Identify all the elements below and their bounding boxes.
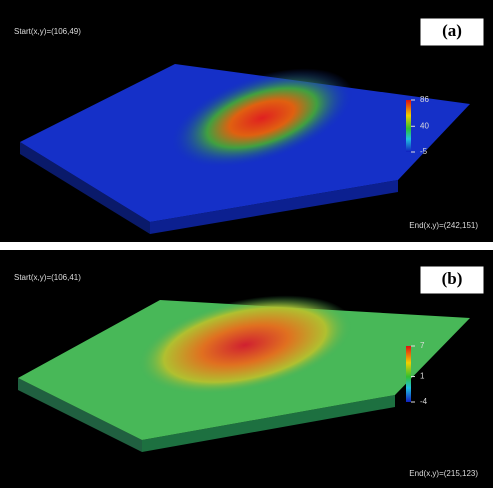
end-label: End(x,y)=(242,151)	[409, 221, 478, 230]
colorbar	[406, 100, 411, 152]
panel-label: (a)	[442, 21, 462, 40]
colorbar-tick-label: 86	[420, 95, 429, 104]
start-label: Start(x,y)=(106,41)	[14, 273, 81, 282]
colorbar-tick-label: -4	[420, 397, 428, 406]
start-label: Start(x,y)=(106,49)	[14, 27, 81, 36]
panel: Start(x,y)=(106,49) End(x,y)=(242,151) (a)…	[0, 0, 493, 242]
colorbar-tick-label: 7	[420, 341, 425, 350]
colorbar-tick-label: 40	[420, 121, 429, 130]
panel-label: (b)	[442, 269, 463, 288]
colorbar-tick-label: 1	[420, 372, 425, 381]
figure: Start(x,y)=(106,49) End(x,y)=(242,151) (a)…	[0, 0, 493, 488]
panel: Start(x,y)=(106,41) End(x,y)=(215,123) (b)…	[0, 250, 493, 488]
colorbar-tick-label: -5	[420, 147, 428, 156]
end-label: End(x,y)=(215,123)	[409, 469, 478, 478]
colorbar	[406, 346, 411, 402]
